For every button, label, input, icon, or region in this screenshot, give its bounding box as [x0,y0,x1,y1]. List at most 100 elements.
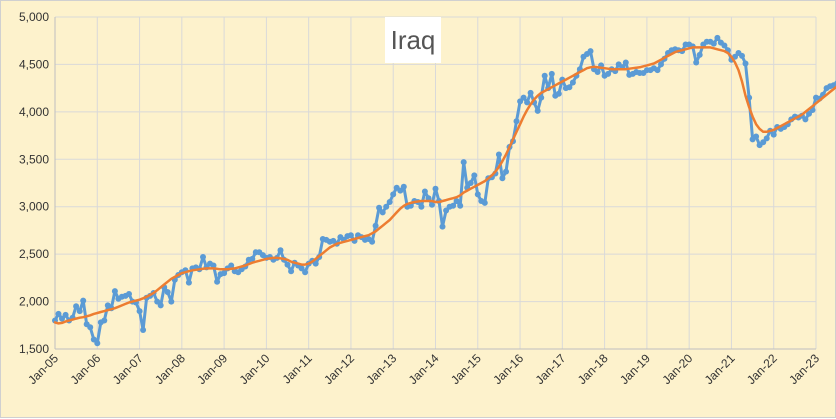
monthly-data-point [277,247,284,254]
y-tick-label: 1,500 [19,342,49,356]
monthly-data-point [390,191,397,198]
monthly-data-point [802,116,809,123]
monthly-data-point [503,168,509,175]
monthly-data-point [548,70,555,77]
monthly-data-point [654,67,661,74]
monthly-data-point [418,203,425,210]
monthly-data-point [753,133,760,140]
average-series-line [53,46,836,325]
y-tick-label: 3,500 [19,152,49,166]
monthly-data-point [453,198,460,204]
monthly-data-point [140,327,147,333]
monthly-data-point [450,202,457,209]
monthly-data-point [622,59,629,66]
monthly-data-point [658,61,664,68]
x-tick-label: Jan-07 [110,351,146,387]
monthly-data-point [742,60,749,67]
monthly-data-point [347,232,354,239]
monthly-data-point [714,34,721,41]
x-tick-label: Jan-08 [152,351,188,387]
monthly-data-point [397,187,404,194]
monthly-data-point [80,297,87,304]
monthly-data-point [495,151,502,158]
monthly-data-point [76,308,83,315]
monthly-data-point [429,201,435,208]
x-tick-label: Jan-18 [575,351,611,387]
monthly-data-point [154,298,161,305]
monthly-data-point [369,238,376,245]
monthly-data-point [517,98,524,105]
monthly-data-point [62,311,69,318]
x-tick-label: Jan-13 [363,351,399,387]
monthly-data-point [710,40,717,47]
monthly-data-point [400,183,407,190]
monthly-data-point [383,203,390,210]
monthly-series-line [53,36,836,345]
monthly-data-point [499,175,506,182]
monthly-data-point [111,288,118,295]
y-tick-label: 2,500 [19,247,49,261]
monthly-data-point [376,204,383,211]
x-tick-label: Jan-15 [448,351,484,387]
monthly-data-point [538,94,545,101]
x-tick-label: Jan-14 [406,351,442,387]
monthly-data-point [481,199,488,206]
monthly-data-point [460,159,467,166]
monthly-data-point [693,59,700,66]
monthly-data-point [432,185,439,192]
x-tick-label: Jan-17 [533,351,569,387]
y-tick-label: 5,000 [19,10,49,24]
monthly-data-point [55,310,62,317]
y-tick-label: 2,000 [19,295,49,309]
monthly-data-point [527,89,534,96]
monthly-data-point [555,90,562,97]
monthly-data-point [214,278,221,285]
monthly-data-point [210,262,217,269]
y-axis-labels: 1,500 2,000 2,500 3,000 3,500 4,000 4,500 5,000 [19,10,49,356]
monthly-data-point [157,302,164,309]
monthly-data-point [569,79,576,86]
x-tick-label: Jan-23 [786,351,822,387]
monthly-data-point [471,172,478,179]
monthly-data-point [467,180,474,186]
monthly-data-point [806,110,812,117]
monthly-data-point [421,188,428,195]
monthly-data-point [298,265,305,272]
monthly-data-point [594,69,601,75]
x-tick-label: Jan-09 [194,351,230,387]
chart-title: Iraq [391,25,436,55]
monthly-data-point [770,131,777,138]
y-tick-label: 4,500 [19,57,49,71]
gridlines [54,16,817,350]
monthly-data-point [763,135,770,142]
monthly-data-point [87,324,94,331]
monthly-data-point [457,202,464,209]
y-tick-label: 3,000 [19,200,49,214]
monthly-data-point [566,84,573,91]
series-layer [52,34,836,347]
monthly-data-point [534,107,541,114]
monthly-data-point [721,42,728,49]
monthly-data-point [372,222,379,229]
monthly-data-point [136,308,143,315]
x-tick-label: Jan-19 [617,351,653,387]
x-tick-label: Jan-12 [321,351,357,387]
monthly-data-point [605,70,612,77]
x-axis-labels: Jan-05 Jan-06 Jan-07 Jan-08 Jan-09 Jan-10 Jan-… [25,351,822,387]
monthly-data-point [200,254,206,260]
monthly-data-point [249,255,256,262]
x-tick-label: Jan-06 [68,351,104,387]
x-tick-label: Jan-22 [744,351,780,387]
monthly-data-point [524,99,531,106]
monthly-data-point [168,298,175,305]
monthly-data-point [94,340,101,347]
monthly-data-point [59,315,65,322]
monthly-data-point [379,209,386,216]
y-tick-label: 4,000 [19,105,49,119]
monthly-data-point [284,261,291,268]
monthly-data-point [90,336,97,343]
x-tick-label: Jan-21 [702,351,738,387]
x-tick-label: Jan-11 [280,351,315,386]
